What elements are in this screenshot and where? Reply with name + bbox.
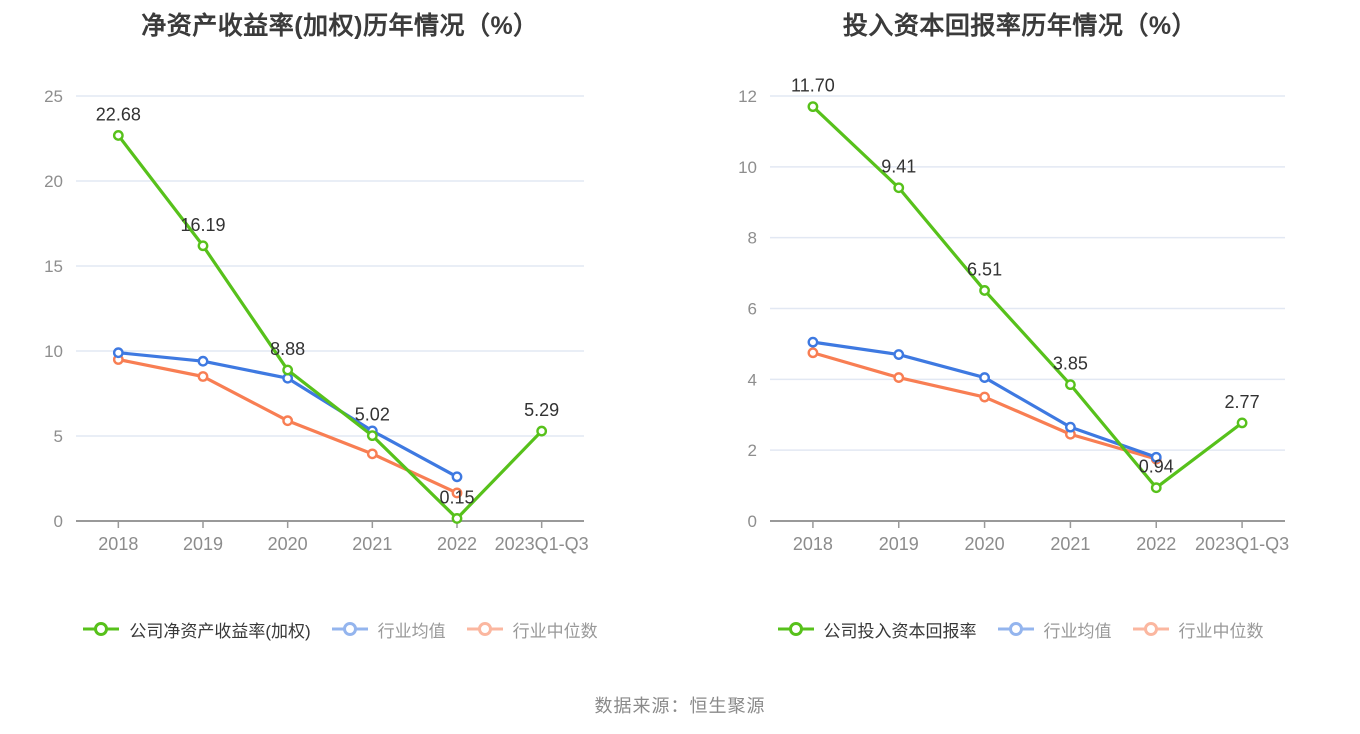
svg-text:2020: 2020 — [268, 534, 308, 554]
legend-label: 公司净资产收益率(加权) — [129, 621, 311, 641]
svg-text:0: 0 — [748, 512, 757, 531]
line-series-icon — [997, 622, 1034, 636]
svg-text:15: 15 — [44, 257, 63, 276]
svg-text:25: 25 — [44, 87, 63, 106]
roe-legend: 公司净资产收益率(加权) 行业均值 行业中位数 — [0, 612, 680, 646]
legend-item-industry-median[interactable]: 行业中位数 — [466, 617, 598, 642]
svg-text:10: 10 — [738, 158, 757, 177]
svg-text:2023Q1-Q3: 2023Q1-Q3 — [1195, 534, 1289, 554]
svg-text:11.70: 11.70 — [791, 76, 835, 96]
svg-text:6.51: 6.51 — [967, 259, 1002, 279]
svg-text:2018: 2018 — [793, 534, 833, 554]
svg-text:20: 20 — [44, 172, 63, 191]
svg-text:2018: 2018 — [98, 534, 138, 554]
svg-text:2022: 2022 — [437, 534, 477, 554]
svg-text:6: 6 — [748, 300, 757, 319]
svg-text:2019: 2019 — [879, 534, 919, 554]
svg-text:2.77: 2.77 — [1225, 392, 1260, 412]
line-series-icon — [331, 622, 368, 636]
roe-plot-area: 0 5 10 15 20 25 2018 2019 2020 2021 2022 2023Q1-Q3 2… — [44, 87, 589, 554]
line-series-icon — [1132, 622, 1169, 636]
svg-text:2021: 2021 — [352, 534, 392, 554]
svg-text:5: 5 — [54, 427, 63, 446]
roic-legend: 公司投入资本回报率 行业均值 行业中位数 — [680, 612, 1360, 646]
line-series-icon — [777, 622, 814, 636]
svg-text:0.15: 0.15 — [439, 487, 474, 507]
svg-text:0: 0 — [54, 512, 63, 531]
legend-item-industry-mean[interactable]: 行业均值 — [331, 617, 446, 642]
roe-chart: 净资产收益率(加权)历年情况（%） 0 5 10 15 20 25 2018 2019 2020… — [0, 0, 680, 660]
svg-text:2019: 2019 — [183, 534, 223, 554]
svg-text:8.88: 8.88 — [270, 339, 305, 359]
roic-chart-title: 投入资本回报率历年情况（%） — [842, 12, 1198, 40]
svg-text:10: 10 — [44, 342, 63, 361]
svg-text:0.94: 0.94 — [1139, 457, 1174, 477]
legend-label: 行业均值 — [1043, 621, 1112, 641]
svg-text:2021: 2021 — [1050, 534, 1090, 554]
legend-item-industry-median[interactable]: 行业中位数 — [1132, 617, 1264, 642]
svg-text:2023Q1-Q3: 2023Q1-Q3 — [495, 534, 589, 554]
svg-text:2022: 2022 — [1136, 534, 1176, 554]
data-source-note: 数据来源：恒生聚源 — [594, 696, 766, 716]
line-series-icon — [83, 622, 120, 636]
svg-text:5.02: 5.02 — [355, 405, 390, 425]
roe-chart-title: 净资产收益率(加权)历年情况（%） — [141, 12, 539, 40]
svg-text:3.85: 3.85 — [1053, 354, 1088, 374]
legend-label: 公司投入资本回报率 — [823, 621, 977, 641]
legend-label: 行业均值 — [377, 621, 446, 641]
legend-item-company-roe[interactable]: 公司净资产收益率(加权) — [82, 617, 311, 642]
svg-text:2020: 2020 — [965, 534, 1005, 554]
svg-text:22.68: 22.68 — [96, 104, 141, 124]
svg-text:5.29: 5.29 — [524, 400, 559, 420]
svg-text:16.19: 16.19 — [180, 215, 225, 235]
svg-text:9.41: 9.41 — [881, 157, 916, 177]
svg-text:12: 12 — [738, 87, 757, 106]
svg-text:4: 4 — [748, 370, 757, 389]
roic-plot-area: 0 2 4 6 8 10 12 2018 2019 2020 2021 2022 2023Q1-Q3 11… — [738, 76, 1289, 554]
legend-label: 行业中位数 — [512, 621, 598, 641]
legend-label: 行业中位数 — [1178, 621, 1264, 641]
svg-text:8: 8 — [748, 229, 757, 248]
roic-chart: 投入资本回报率历年情况（%） 0 2 4 6 8 10 12 2018 2019 2020 2021… — [680, 0, 1360, 660]
svg-text:2: 2 — [748, 441, 757, 460]
legend-item-industry-mean[interactable]: 行业均值 — [997, 617, 1112, 642]
line-series-icon — [466, 622, 503, 636]
legend-item-company-roic[interactable]: 公司投入资本回报率 — [777, 617, 977, 642]
